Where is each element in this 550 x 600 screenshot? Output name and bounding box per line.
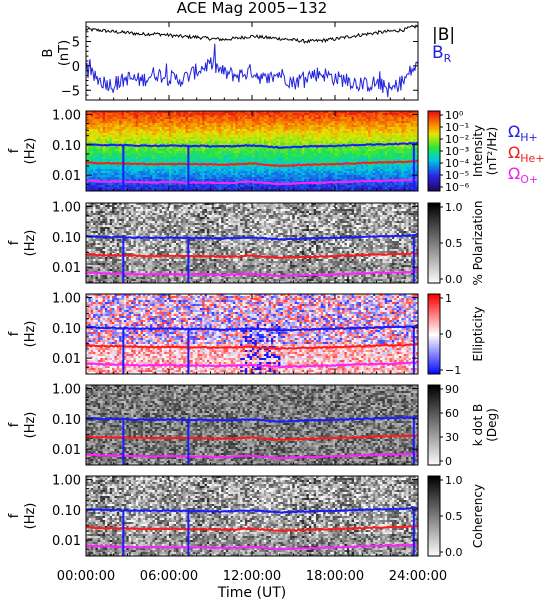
heatmap-polarization [86,203,418,283]
y-axis-unit: (Hz) [23,138,38,165]
y-tick-label: 0.01 [52,534,81,549]
heatmap-ellipticity [86,294,418,374]
y-tick-label: 1.00 [52,200,81,215]
colorbar-tick-label: 1 [445,292,452,305]
y-tick-label: 0.10 [52,322,81,337]
y-tick-label: 0.01 [52,443,81,458]
legend-omega-h: ΩH+ [508,122,538,144]
y-axis-unit: (Hz) [23,321,38,348]
x-tick-label: 00:00:00 [57,569,115,584]
y-axis-unit: (Hz) [23,503,38,530]
y-tick-label: 0.10 [52,139,81,154]
panel-b-field: 5 0 −5 B (nT) [41,22,418,100]
colorbar-label: Coherency [471,484,485,548]
y-axis-label: f [7,331,22,336]
colorbar-tick-label: 0.0 [445,546,463,559]
y-axis-label: f [7,422,22,427]
colorbar-tick-label: 1.0 [445,201,463,214]
x-tick-label: 12:00:00 [223,569,281,584]
x-tick-label: 18:00:00 [306,569,364,584]
legend-omega-he: ΩHe+ [508,143,545,165]
colorbar-tick-label: 60 [445,407,459,420]
colorbar-tick-label: 0 [445,455,452,468]
heatmap-coherency [86,476,418,556]
colorbar-label: Ellipticity [471,307,485,362]
colorbar-tick-label: 10⁻⁶ [445,181,470,194]
y-tick-label: 0 [72,60,80,75]
colorbar-label: % Polarization [471,201,485,286]
colorbar-polarization: 1.0 0.5 0.0 % Polarization [428,201,485,286]
legend-omega: ΩH+ ΩHe+ ΩO+ [508,122,545,186]
colorbar-tick-label: 0.5 [445,510,463,523]
y-tick-label: 1.00 [52,382,81,397]
colorbar-label: Intensity [471,125,485,177]
panel-ellipticity: 1.00 0.10 0.01 f (Hz) 1 0 −1 Ellipticity [7,291,485,377]
colorbar-tick-label: 30 [445,431,459,444]
y-tick-label: 0.01 [52,352,81,367]
y-axis-unit: (Hz) [23,412,38,439]
colorbar-tick-label: 0 [445,328,452,341]
colorbar-unit: (nT²/Hz) [485,127,499,175]
y-axis-label: B [41,49,56,58]
colorbar-tick-label: −1 [445,364,461,377]
y-tick-label: −5 [61,84,80,99]
figure-title: ACE Mag 2005−132 [177,0,328,17]
legend-b-r: BR [432,43,452,65]
colorbar-tick-label: 0.0 [445,273,463,286]
x-tick-label: 24:00:00 [389,569,447,584]
heatmap-kdotb [86,385,418,465]
colorbar-tick-label: 90 [445,383,459,396]
panel-polarization: 1.00 0.10 0.01 f (Hz) 1.0 0.5 0.0 % Polarization [7,200,485,286]
colorbar-tick-label: 1.0 [445,474,463,487]
y-tick-label: 0.10 [52,413,81,428]
heatmap-intensity [86,111,418,191]
panel-coherency: 1.00 0.10 0.01 f (Hz) 1.0 0.5 0.0 Coherency [7,473,485,559]
x-axis-label: Time (UT) [217,585,286,600]
colorbar-tick-label: 0.5 [445,237,463,250]
y-tick-label: 5 [72,36,80,51]
y-axis-unit: (Hz) [23,230,38,257]
colorbar-coherency: 1.0 0.5 0.0 Coherency [428,474,485,559]
y-tick-label: 1.00 [52,108,81,123]
legend-b: |B| BR [432,25,455,65]
panel-kdotb: 1.00 0.10 0.01 f (Hz) 90 60 30 0 k dot B (Deg) [7,382,499,468]
y-axis-unit: (nT) [57,40,72,66]
colorbar-ellipticity: 1 0 −1 Ellipticity [428,292,485,377]
y-tick-label: 0.10 [52,504,81,519]
colorbar-label: k dot B [471,404,485,446]
y-axis-label: f [7,148,22,153]
y-tick-label: 1.00 [52,291,81,306]
colorbar-unit: (Deg) [485,408,499,442]
legend-b-total: |B| [432,25,455,45]
panel-intensity: 1.00 0.10 0.01 f (Hz) 10⁰10⁻¹10⁻²10⁻³10⁻⁴10⁻⁵… [7,108,499,194]
legend-omega-o: ΩO+ [508,164,538,186]
y-tick-label: 0.01 [52,169,81,184]
x-tick-label: 06:00:00 [140,569,198,584]
y-axis-label: f [7,513,22,518]
y-tick-label: 1.00 [52,473,81,488]
y-tick-label: 0.01 [52,261,81,276]
y-axis-label: f [7,240,22,245]
y-tick-label: 0.10 [52,231,81,246]
colorbar-kdotb: 90 60 30 0 k dot B (Deg) [428,383,499,468]
